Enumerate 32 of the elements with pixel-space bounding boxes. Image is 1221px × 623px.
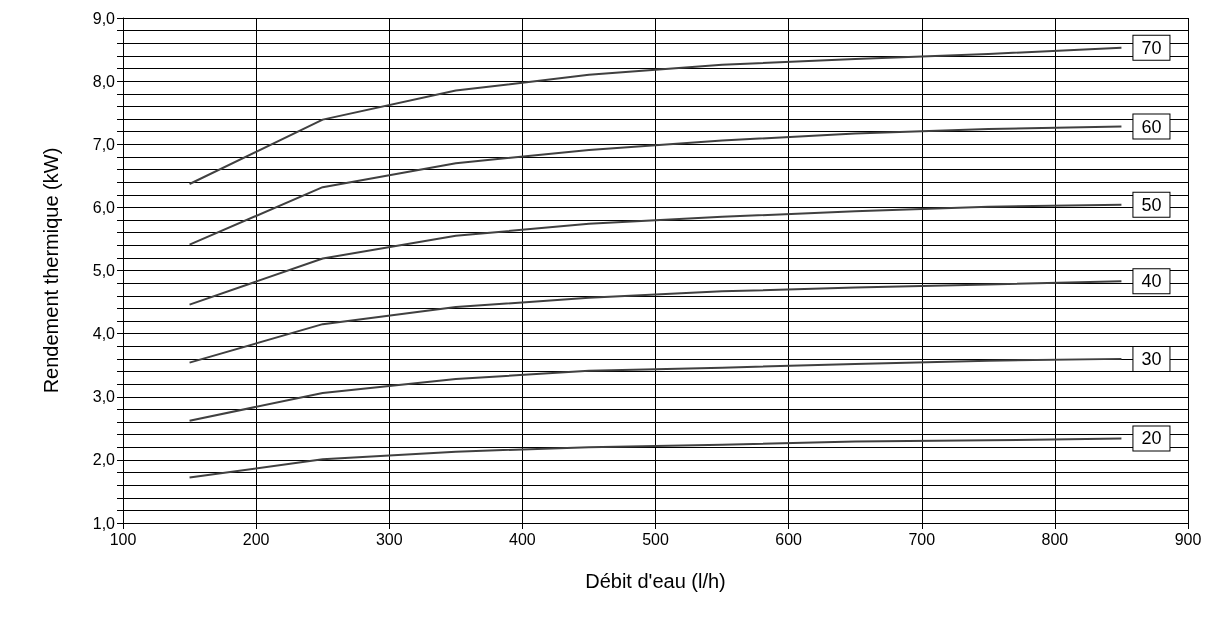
y-tick-label: 3,0 [92, 388, 116, 406]
y-tick-label: 1,0 [92, 514, 116, 532]
x-tick-label: 600 [775, 530, 803, 548]
line-series [188, 125, 1123, 246]
y-axis-title: Rendement thermique (kW) [40, 147, 62, 394]
x-tick-label: 200 [242, 530, 270, 548]
x-tick-label: 100 [109, 530, 137, 548]
y-tick-label: 8,0 [92, 72, 116, 90]
y-tick-label: 6,0 [92, 198, 116, 216]
x-axis-title: Débit d'eau (l/h) [585, 570, 726, 592]
x-tick-label: 400 [509, 530, 536, 548]
x-tick-label: 500 [642, 530, 669, 548]
y-tick-label: 9,0 [92, 9, 116, 27]
x-tick-label: 300 [375, 530, 403, 548]
y-tick-label: 2,0 [92, 451, 116, 469]
x-tick-label: 800 [1041, 530, 1069, 548]
series-label: 20 [1141, 428, 1162, 449]
y-tick-label: 7,0 [92, 135, 116, 153]
x-tick-label: 700 [908, 530, 936, 548]
y-tick-label: 5,0 [92, 262, 116, 279]
series-label: 40 [1141, 271, 1162, 292]
line-series [188, 46, 1123, 186]
series-label: 50 [1141, 194, 1162, 215]
line-series [188, 437, 1123, 479]
x-tick-label: 900 [1174, 530, 1202, 548]
line-series [188, 280, 1123, 364]
y-tick-label: 4,0 [92, 325, 116, 343]
line-series [188, 357, 1123, 422]
series-label: 60 [1141, 116, 1162, 137]
series-label: 30 [1141, 348, 1162, 369]
line-series [188, 203, 1123, 306]
series-label: 70 [1141, 37, 1162, 58]
